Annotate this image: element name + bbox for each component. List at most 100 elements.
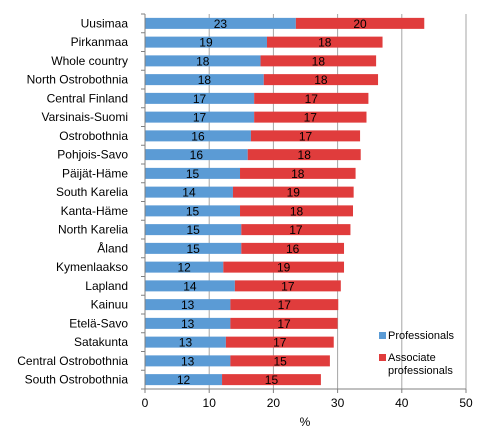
data-label-associate-professionals: 17 bbox=[289, 223, 303, 237]
bar-professionals bbox=[145, 17, 296, 29]
data-label-associate-professionals: 17 bbox=[281, 279, 295, 293]
bar-professionals bbox=[145, 167, 241, 179]
bar-professionals bbox=[145, 149, 248, 161]
data-label-professionals: 15 bbox=[186, 242, 200, 256]
x-tick-label-0: 0 bbox=[142, 396, 149, 410]
bar-associate-professionals bbox=[250, 130, 361, 142]
bar-associate-professionals bbox=[263, 74, 379, 86]
data-label-professionals: 15 bbox=[186, 167, 200, 181]
category-label: Päijät-Häme bbox=[62, 166, 128, 180]
bar-data-labels: 23 20 19 18 18 18 18 18 17 17 17 17 16 17 16 18 15 18 14 19… bbox=[177, 17, 367, 387]
bar-professionals bbox=[145, 74, 264, 86]
bar-professionals bbox=[145, 374, 223, 386]
legend-label-associate-professionals: Associate professionals bbox=[388, 352, 453, 377]
bar-associate-professionals bbox=[241, 224, 351, 236]
bar-associate-professionals bbox=[254, 111, 367, 123]
category-label: South Ostrobothnia bbox=[25, 373, 129, 387]
data-label-associate-professionals: 17 bbox=[273, 336, 287, 350]
category-label: Satakunta bbox=[74, 335, 128, 349]
data-label-professionals: 19 bbox=[199, 36, 213, 50]
x-tick-label-20: 20 bbox=[267, 396, 281, 410]
x-tick-label-30: 30 bbox=[331, 396, 345, 410]
bar-professionals bbox=[145, 261, 224, 273]
category-label: North Karelia bbox=[58, 223, 128, 237]
bar-associate-professionals bbox=[232, 186, 354, 198]
data-label-professionals: 18 bbox=[196, 54, 210, 68]
legend-label-professionals: Professionals bbox=[388, 330, 455, 342]
data-label-associate-professionals: 18 bbox=[318, 36, 332, 50]
data-label-professionals: 17 bbox=[193, 111, 207, 125]
bar-associate-professionals bbox=[223, 261, 345, 273]
bar-associate-professionals bbox=[247, 149, 361, 161]
data-label-associate-professionals: 17 bbox=[299, 129, 313, 143]
data-label-associate-professionals: 16 bbox=[286, 242, 300, 256]
legend-label-associate-line-2: professionals bbox=[388, 365, 453, 377]
category-label: Åland bbox=[97, 240, 128, 255]
category-label: Lapland bbox=[85, 279, 128, 293]
category-label: Kanta-Häme bbox=[61, 204, 129, 218]
data-label-professionals: 13 bbox=[181, 317, 195, 331]
category-label: Central Ostrobothnia bbox=[17, 354, 128, 368]
legend-swatch-associate-professionals bbox=[379, 354, 386, 361]
bar-professionals bbox=[145, 186, 233, 198]
bar-professionals bbox=[145, 280, 235, 292]
data-label-professionals: 18 bbox=[198, 73, 212, 87]
category-label: Pirkanmaa bbox=[71, 35, 129, 49]
data-label-associate-professionals: 20 bbox=[353, 17, 367, 31]
legend: Professionals Associate professionals bbox=[379, 330, 455, 377]
category-axis: Uusimaa Pirkanmaa Whole country North Ostro… bbox=[17, 13, 145, 390]
bar-associate-professionals bbox=[222, 374, 321, 386]
data-label-professionals: 14 bbox=[182, 186, 196, 200]
bar-professionals bbox=[145, 55, 261, 67]
data-label-associate-professionals: 19 bbox=[277, 261, 291, 275]
data-label-professionals: 23 bbox=[214, 17, 228, 31]
data-label-associate-professionals: 18 bbox=[312, 54, 326, 68]
legend-swatch-professionals bbox=[379, 332, 386, 339]
data-label-associate-professionals: 18 bbox=[314, 73, 328, 87]
bar-professionals bbox=[145, 130, 251, 142]
x-tick-label-40: 40 bbox=[395, 396, 409, 410]
data-label-professionals: 15 bbox=[186, 223, 200, 237]
category-label: North Ostrobothnia bbox=[27, 73, 129, 87]
data-label-professionals: 13 bbox=[179, 336, 193, 350]
bar-associate-professionals bbox=[225, 336, 334, 348]
data-label-professionals: 17 bbox=[193, 92, 207, 106]
bar-associate-professionals bbox=[230, 299, 339, 311]
bar-professionals bbox=[145, 299, 231, 311]
x-tick-label-50: 50 bbox=[459, 396, 473, 410]
data-label-associate-professionals: 18 bbox=[298, 148, 312, 162]
bar-professionals bbox=[145, 111, 255, 123]
bar-professionals bbox=[145, 336, 226, 348]
bar-associate-professionals bbox=[240, 205, 354, 217]
bar-professionals bbox=[145, 355, 231, 367]
bar-professionals bbox=[145, 224, 242, 236]
category-label: Varsinais-Suomi bbox=[42, 110, 128, 124]
data-label-professionals: 12 bbox=[177, 261, 191, 275]
data-label-associate-professionals: 17 bbox=[277, 317, 291, 331]
bar-associate-professionals bbox=[240, 167, 356, 179]
bar-associate-professionals bbox=[260, 55, 377, 67]
bar-professionals bbox=[145, 317, 231, 329]
data-label-professionals: 16 bbox=[191, 129, 205, 143]
bar-professionals bbox=[145, 205, 241, 217]
data-label-associate-professionals: 18 bbox=[291, 167, 305, 181]
category-label: Uusimaa bbox=[81, 16, 129, 30]
legend-label-associate-line-1: Associate bbox=[388, 352, 436, 364]
category-label: Pohjois-Savo bbox=[57, 148, 128, 162]
bar-associate-professionals bbox=[241, 242, 345, 254]
data-label-professionals: 15 bbox=[186, 204, 200, 218]
data-label-professionals: 12 bbox=[177, 373, 191, 387]
bar-associate-professionals bbox=[295, 17, 425, 29]
data-label-associate-professionals: 15 bbox=[273, 354, 287, 368]
x-tick-label-10: 10 bbox=[203, 396, 217, 410]
category-label: South Karelia bbox=[56, 185, 128, 199]
category-label: Kymenlaakso bbox=[56, 260, 128, 274]
data-label-professionals: 14 bbox=[183, 279, 197, 293]
category-label: Ostrobothnia bbox=[59, 129, 128, 143]
data-label-associate-professionals: 17 bbox=[304, 111, 318, 125]
data-label-professionals: 16 bbox=[190, 148, 204, 162]
bar-professionals bbox=[145, 36, 267, 48]
bar-associate-professionals bbox=[230, 355, 330, 367]
bar-associate-professionals bbox=[230, 317, 338, 329]
bar-associate-professionals bbox=[234, 280, 341, 292]
